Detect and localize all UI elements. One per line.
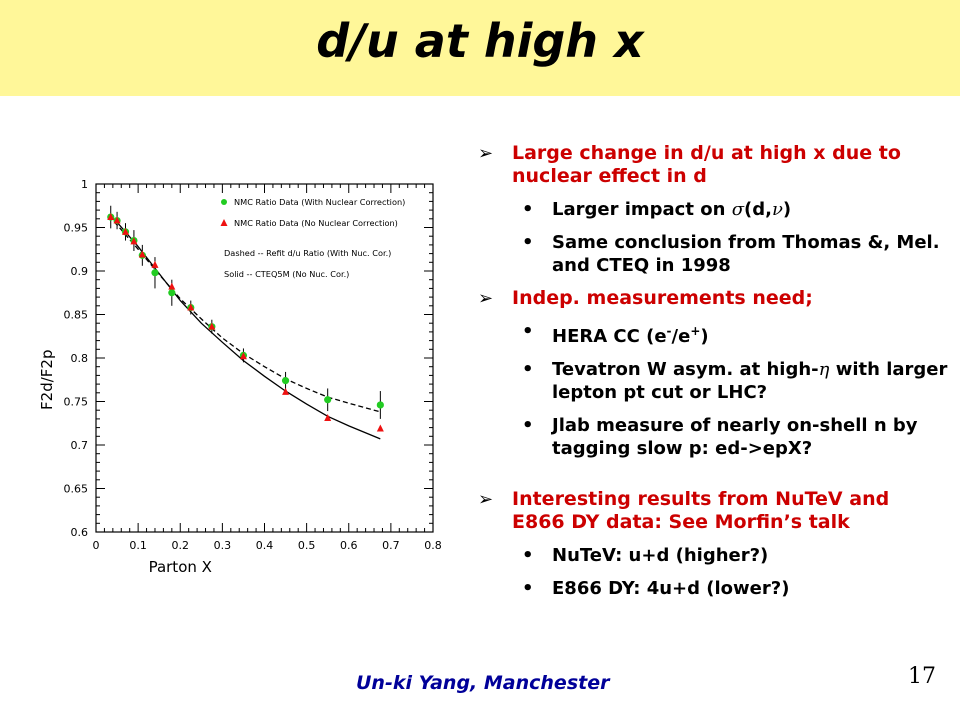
greek-symbol: σ [731,199,744,220]
y-tick-label: 0.65 [64,483,89,496]
bullet-text: /e [671,326,691,347]
bullet-text: Large change in d/u at high x due to nuc… [512,142,901,187]
data-point-no-correction [324,414,332,422]
y-tick-label: 0.7 [71,439,89,452]
arrow-bullet-icon: ➢ [478,489,494,510]
x-tick-label: 0.3 [214,539,232,552]
x-tick-label: 0.5 [298,539,316,552]
y-tick-label: 0.75 [64,396,89,409]
arrow-bullet-icon: ➢ [478,288,494,309]
legend-entry: NMC Ratio Data (No Nuclear Correction) [234,218,398,228]
x-tick-label: 0.1 [129,539,147,552]
bullet-level1: ➢ Large change in d/u at high x due to nu… [478,142,948,188]
data-point-with-correction [324,396,332,404]
y-tick-label: 0.95 [64,222,89,235]
dot-bullet-icon: • [522,359,534,380]
bullet-gap [478,470,948,488]
dot-bullet-icon: • [522,321,534,342]
bullet-list: ➢ Large change in d/u at high x due to nu… [478,142,948,610]
dot-bullet-icon: • [522,415,534,436]
greek-symbol: η [818,359,830,380]
chart: 0 0.1 0.2 0.3 0.4 0.5 0.6 0.7 0.8 0.6 0.65 0.7 0.75 0… [38,168,450,592]
data-point-no-correction [130,237,138,245]
chart-svg: 0 0.1 0.2 0.3 0.4 0.5 0.6 0.7 0.8 0.6 0.65 0.7 0.75 0… [38,178,442,576]
legend-circle-marker [221,199,227,205]
bullet-text: - [666,324,672,338]
x-tick-label: 0.6 [340,539,358,552]
bullet-level1: ➢ Interesting results from NuTeV and E866… [478,488,948,534]
legend-entry: Solid -- CTEQ5M (No Nuc. Cor.) [224,269,349,279]
x-tick-label: 0.2 [172,539,190,552]
bullet-text: Indep. measurements need; [512,287,813,309]
data-point-no-correction [187,303,195,311]
data-point-with-correction [151,269,159,277]
x-tick-label: 0 [93,539,100,552]
page-number: 17 [908,664,936,689]
data-point-no-correction [376,424,384,432]
x-axis-label: Parton X [149,558,212,576]
x-tick-label: 0.4 [256,539,274,552]
footer-author: Un-ki Yang, Manchester [356,672,610,694]
bullet-text: Interesting results from NuTeV and E866 … [512,488,890,533]
legend-triangle-marker [220,219,228,226]
data-point-no-correction [151,260,159,268]
bullet-text: with larger lepton pt cut or LHC? [552,359,948,403]
dashed-curve-line [108,215,381,413]
data-point-no-correction [121,227,129,235]
solid-curve-line [108,213,381,440]
data-point-no-correction [138,250,146,258]
greek-symbol: ν [771,199,783,220]
bullet-level2: • Larger impact on σ(d,ν) [478,198,948,221]
data-point-no-correction [113,216,121,224]
bullet-level1: ➢ Indep. measurements need; [478,287,948,310]
bullet-text: E866 DY: 4u+d (lower?) [552,578,790,599]
slide-title: d/u at high x [316,14,644,68]
y-axis-label: F2d/F2p [40,350,56,410]
data-point-no-correction [282,387,290,395]
bullet-level2: • E866 DY: 4u+d (lower?) [478,577,948,600]
bullet-text: (d, [743,199,772,220]
y-tick-label: 0.6 [71,526,89,539]
bullet-text: Jlab measure of nearly on-shell n by tag… [552,415,918,459]
legend-entry: NMC Ratio Data (With Nuclear Correction) [234,197,405,207]
title-band [0,0,960,96]
dot-bullet-icon: • [522,199,534,220]
bullet-level2: • HERA CC (e-/e+) [478,320,948,348]
dot-bullet-icon: • [522,578,534,599]
data-point-no-correction [239,352,247,360]
legend-entry: Dashed -- Refit d/u Ratio (With Nuc. Cor… [224,248,391,258]
bullet-text: Tevatron W asym. at high- [552,359,819,380]
data-point-no-correction [168,282,176,290]
bullet-level2: • Tevatron W asym. at high-η with larger … [478,358,948,404]
y-tick-label: 0.85 [64,309,89,322]
bullet-text: + [690,324,701,338]
bullet-text: ) [700,326,709,347]
y-tick-label: 0.9 [71,265,89,278]
bullet-text: HERA CC (e [552,326,667,347]
data-point-with-correction [376,401,384,409]
plot-frame [95,183,434,533]
x-tick-label: 0.8 [424,539,442,552]
bullet-text: Same conclusion from Thomas &, Mel. and … [552,232,940,276]
y-tick-label: 1 [81,178,88,191]
bullet-level2: • NuTeV: u+d (higher?) [478,544,948,567]
bullet-level2: • Jlab measure of nearly on-shell n by ta… [478,414,948,460]
bullet-text: Larger impact on [552,199,732,220]
arrow-bullet-icon: ➢ [478,143,494,164]
x-tick-label: 0.7 [382,539,400,552]
bullet-level2: • Same conclusion from Thomas &, Mel. and… [478,231,948,277]
bullet-text: ) [782,199,792,220]
data-point-with-correction [168,289,176,297]
y-tick-label: 0.8 [71,352,89,365]
data-point-with-correction [281,377,290,385]
data-point-no-correction [208,322,216,330]
bullet-text: NuTeV: u+d (higher?) [552,545,769,566]
dot-bullet-icon: • [522,545,534,566]
data-point-no-correction [107,213,115,221]
dot-bullet-icon: • [522,232,534,253]
